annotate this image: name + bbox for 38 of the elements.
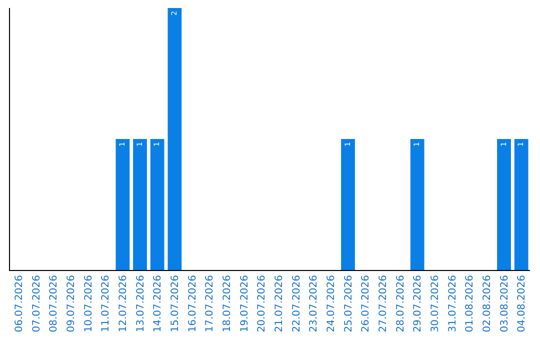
data-label: 1 xyxy=(412,142,422,147)
x-tick-label: 29.07.2026 xyxy=(412,275,424,332)
x-tick-label: 11.07.2026 xyxy=(100,275,112,332)
x-tick-label: 01.08.2026 xyxy=(464,275,476,332)
x-tick-label: 02.08.2026 xyxy=(482,275,493,332)
x-tick-label: 27.07.2026 xyxy=(378,275,389,332)
x-tick-label: 07.07.2026 xyxy=(31,275,42,332)
x-tick-label: 17.07.2026 xyxy=(204,275,216,332)
x-tick-label: 10.07.2026 xyxy=(83,275,94,332)
data-label: 1 xyxy=(342,142,352,147)
data-label: 1 xyxy=(117,142,126,147)
data-label: 2 xyxy=(169,11,178,16)
x-tick-label: 26.07.2026 xyxy=(360,275,372,332)
x-tick-label: 19.07.2026 xyxy=(239,275,250,332)
x-tick-label: 20.07.2026 xyxy=(256,275,268,332)
data-label: 1 xyxy=(498,142,508,147)
data-label: 1 xyxy=(134,142,144,147)
x-tick-label: 23.07.2026 xyxy=(308,275,320,332)
x-tick-label: 06.07.2026 xyxy=(14,275,25,332)
x-tick-label: 22.07.2026 xyxy=(291,275,302,332)
data-label: 1 xyxy=(516,142,526,147)
x-tick-label: 16.07.2026 xyxy=(187,275,198,332)
x-tick-label: 09.07.2026 xyxy=(66,275,77,332)
x-tick-label: 15.07.2026 xyxy=(170,275,181,332)
x-tick-label: 08.07.2026 xyxy=(48,275,60,332)
x-tick-label: 03.08.2026 xyxy=(499,275,510,332)
x-tick-label: 25.07.2026 xyxy=(343,275,354,332)
x-tick-label: 31.07.2026 xyxy=(447,275,458,332)
x-tick-label: 14.07.2026 xyxy=(152,275,164,332)
x-tick-label: 30.07.2026 xyxy=(430,275,441,332)
x-tick-label: 28.07.2026 xyxy=(395,275,406,332)
x-tick-label: 13.07.2026 xyxy=(135,275,146,332)
x-tick-label: 24.07.2026 xyxy=(326,275,337,332)
x-tick-label: 21.07.2026 xyxy=(274,275,285,332)
x-tick-label: 12.07.2026 xyxy=(118,275,129,332)
data-label: 1 xyxy=(152,142,162,147)
x-tick-label: 04.08.2026 xyxy=(516,275,528,332)
x-tick-label: 18.07.2026 xyxy=(222,275,233,332)
